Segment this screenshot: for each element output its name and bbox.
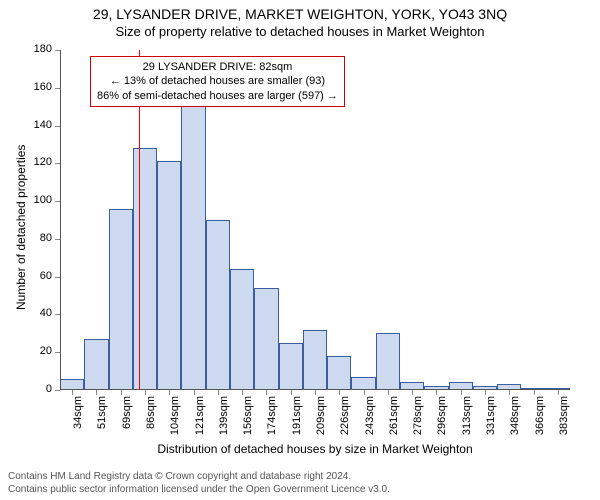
y-axis-line [60, 50, 61, 390]
y-tick-mark [55, 277, 60, 278]
x-tick-mark [291, 390, 292, 395]
footer-line-2: Contains public sector information licen… [8, 483, 592, 496]
page-title: 29, LYSANDER DRIVE, MARKET WEIGHTON, YOR… [0, 0, 600, 22]
page-subtitle: Size of property relative to detached ho… [0, 22, 600, 39]
x-tick-label: 51sqm [96, 396, 108, 446]
y-tick-mark [55, 390, 60, 391]
x-tick-mark [315, 390, 316, 395]
x-tick-mark [509, 390, 510, 395]
x-tick-label: 104sqm [169, 396, 181, 446]
x-tick-mark [412, 390, 413, 395]
x-tick-label: 278sqm [412, 396, 424, 446]
x-tick-mark [534, 390, 535, 395]
x-tick-label: 34sqm [72, 396, 84, 446]
x-tick-mark [266, 390, 267, 395]
y-tick-mark [55, 314, 60, 315]
annotation-line-1: 29 LYSANDER DRIVE: 82sqm [97, 60, 338, 74]
x-tick-mark [364, 390, 365, 395]
x-tick-mark [194, 390, 195, 395]
annotation-line-2: ← 13% of detached houses are smaller (93… [97, 74, 338, 88]
histogram-bar [84, 339, 108, 390]
x-tick-label: 226sqm [339, 396, 351, 446]
histogram-bar [327, 356, 351, 390]
y-tick-mark [55, 352, 60, 353]
x-tick-mark [339, 390, 340, 395]
y-tick-label: 60 [22, 270, 52, 282]
x-tick-label: 156sqm [242, 396, 254, 446]
y-tick-label: 0 [22, 383, 52, 395]
histogram-bar [109, 209, 133, 390]
y-tick-mark [55, 88, 60, 89]
y-tick-label: 140 [22, 119, 52, 131]
x-tick-mark [558, 390, 559, 395]
x-tick-mark [388, 390, 389, 395]
annotation-box: 29 LYSANDER DRIVE: 82sqm← 13% of detache… [90, 56, 345, 107]
footer-text: Contains HM Land Registry data © Crown c… [8, 470, 592, 496]
histogram-bar [133, 148, 157, 390]
y-tick-label: 160 [22, 81, 52, 93]
y-tick-label: 40 [22, 307, 52, 319]
x-tick-mark [218, 390, 219, 395]
x-tick-label: 121sqm [194, 396, 206, 446]
y-tick-mark [55, 126, 60, 127]
x-tick-label: 174sqm [266, 396, 278, 446]
annotation-line-3: 86% of semi-detached houses are larger (… [97, 89, 338, 103]
y-tick-label: 180 [22, 43, 52, 55]
x-tick-mark [461, 390, 462, 395]
histogram-bar [206, 220, 230, 390]
x-tick-mark [169, 390, 170, 395]
y-tick-label: 80 [22, 232, 52, 244]
chart-container: 29, LYSANDER DRIVE, MARKET WEIGHTON, YOR… [0, 0, 600, 500]
y-tick-label: 120 [22, 156, 52, 168]
y-tick-mark [55, 201, 60, 202]
histogram-bar [376, 333, 400, 390]
y-tick-mark [55, 239, 60, 240]
histogram-bar [181, 88, 205, 390]
x-tick-label: 209sqm [315, 396, 327, 446]
x-tick-mark [485, 390, 486, 395]
y-tick-label: 20 [22, 345, 52, 357]
histogram-bar [303, 330, 327, 390]
y-axis-label: Number of detached properties [14, 145, 28, 310]
x-tick-label: 383sqm [558, 396, 570, 446]
x-tick-label: 191sqm [291, 396, 303, 446]
x-tick-mark [72, 390, 73, 395]
x-tick-mark [96, 390, 97, 395]
histogram-bar [254, 288, 278, 390]
footer-line-1: Contains HM Land Registry data © Crown c… [8, 470, 592, 483]
x-tick-label: 243sqm [364, 396, 376, 446]
x-tick-label: 331sqm [485, 396, 497, 446]
x-tick-label: 69sqm [121, 396, 133, 446]
y-tick-mark [55, 163, 60, 164]
x-tick-mark [121, 390, 122, 395]
x-tick-label: 348sqm [509, 396, 521, 446]
x-tick-label: 261sqm [388, 396, 400, 446]
x-tick-mark [145, 390, 146, 395]
y-tick-mark [55, 50, 60, 51]
x-tick-label: 139sqm [218, 396, 230, 446]
y-tick-label: 100 [22, 194, 52, 206]
histogram-bar [279, 343, 303, 390]
x-tick-mark [242, 390, 243, 395]
histogram-bar [157, 161, 181, 390]
x-tick-label: 313sqm [461, 396, 473, 446]
x-tick-label: 296sqm [436, 396, 448, 446]
x-tick-label: 86sqm [145, 396, 157, 446]
x-tick-mark [436, 390, 437, 395]
histogram-bar [230, 269, 254, 390]
x-tick-label: 366sqm [534, 396, 546, 446]
